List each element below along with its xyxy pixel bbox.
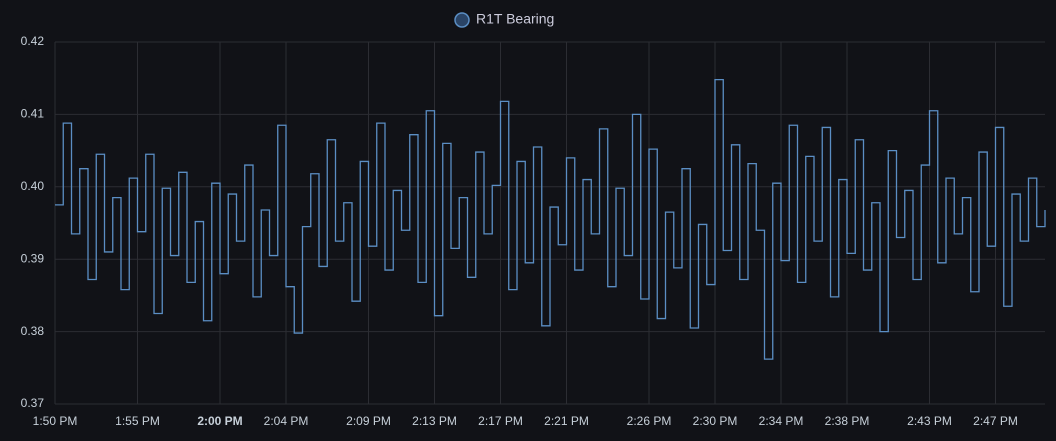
y-tick-label: 0.41 xyxy=(21,107,45,121)
data-line xyxy=(55,78,1046,360)
x-tick-label: 2:38 PM xyxy=(825,414,870,428)
x-tick-label: 2:34 PM xyxy=(759,414,804,428)
y-tick-label: 0.37 xyxy=(21,396,45,410)
x-tick-label: 2:47 PM xyxy=(973,414,1018,428)
y-tick-label: 0.40 xyxy=(21,179,45,193)
x-tick-label: 2:30 PM xyxy=(693,414,738,428)
x-tick-label: 2:43 PM xyxy=(907,414,952,428)
y-tick-label: 0.39 xyxy=(21,251,45,265)
x-tick-label: 1:50 PM xyxy=(33,414,78,428)
x-tick-label: 2:13 PM xyxy=(412,414,457,428)
x-tick-label: 2:17 PM xyxy=(478,414,523,428)
y-tick-label: 0.42 xyxy=(21,34,45,48)
x-tick-label: 2:26 PM xyxy=(627,414,672,428)
x-tick-label: 2:21 PM xyxy=(544,414,589,428)
x-tick-label: 2:00 PM xyxy=(197,414,242,428)
x-tick-label: 2:09 PM xyxy=(346,414,391,428)
y-tick-label: 0.38 xyxy=(21,324,45,338)
x-tick-label: 1:55 PM xyxy=(115,414,160,428)
legend-label[interactable]: R1T Bearing xyxy=(476,11,554,27)
legend-marker[interactable] xyxy=(454,12,470,28)
x-tick-label: 2:04 PM xyxy=(264,414,309,428)
